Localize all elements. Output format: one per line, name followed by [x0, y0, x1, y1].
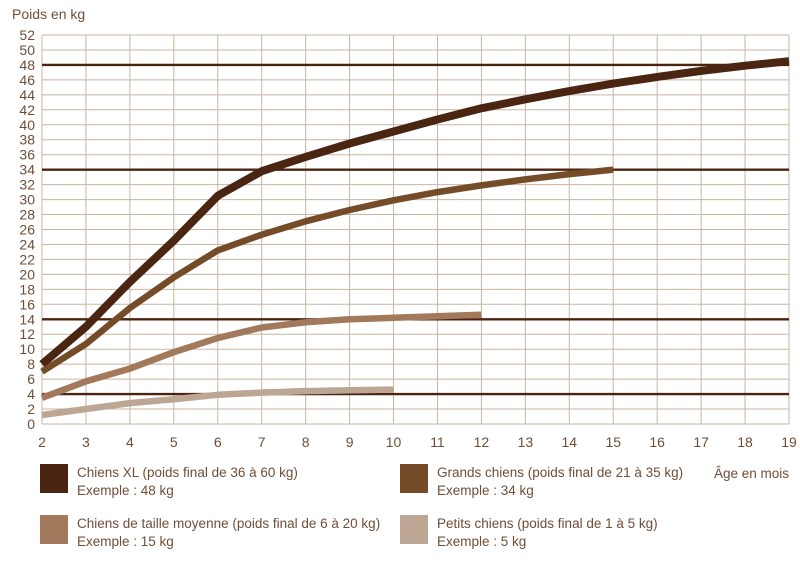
y-tick-label: 26: [19, 222, 35, 238]
y-axis-title: Poids en kg: [12, 6, 86, 22]
legend-example-chiens-moyens: Exemple : 15 kg: [77, 534, 174, 549]
growth-curve-chiens-xl: [39, 57, 790, 368]
legend-item-grands-chiens: Grands chiens (poids final de 21 à 35 kg…: [400, 464, 683, 500]
x-tick-label: 9: [346, 434, 354, 450]
x-tick-label: 12: [474, 434, 490, 450]
x-tick-label: 8: [302, 434, 310, 450]
y-tick-label: 40: [19, 117, 35, 133]
y-tick-label: 46: [19, 72, 35, 88]
legend-label-chiens-xl: Chiens XL (poids final de 36 à 60 kg): [77, 465, 298, 480]
y-tick-label: 16: [19, 296, 35, 312]
legend-label-chiens-moyens: Chiens de taille moyenne (poids final de…: [77, 516, 381, 531]
legend-swatch-grands-chiens: [400, 464, 428, 493]
growth-curve-petits-chiens: [41, 386, 394, 419]
y-tick-label: 14: [19, 311, 35, 327]
x-tick-label: 5: [170, 434, 178, 450]
x-tick-label: 10: [386, 434, 402, 450]
legend-item-chiens-moyens: Chiens de taille moyenne (poids final de…: [40, 515, 380, 551]
y-tick-label: 32: [19, 177, 35, 193]
y-tick-label: 10: [19, 341, 35, 357]
y-tick-label: 50: [19, 42, 35, 58]
legend-item-petits-chiens: Petits chiens (poids final de 1 à 5 kg) …: [400, 515, 658, 551]
y-tick-label: 52: [19, 27, 35, 43]
growth-curve-grands-chiens: [40, 166, 614, 375]
x-tick-label: 14: [562, 434, 578, 450]
legend-swatch-chiens-moyens: [40, 515, 68, 544]
x-tick-label: 19: [781, 434, 797, 450]
y-tick-label: 34: [19, 162, 35, 178]
x-tick-label: 13: [518, 434, 534, 450]
x-tick-label: 11: [430, 434, 445, 450]
y-tick-label: 6: [27, 371, 35, 387]
legend-example-petits-chiens: Exemple : 5 kg: [437, 534, 527, 549]
y-tick-label: 20: [19, 266, 35, 282]
x-tick-label: 4: [126, 434, 134, 450]
y-tick-label: 18: [19, 281, 35, 297]
x-tick-label: 2: [38, 434, 46, 450]
growth-chart-svg: 0246810121416182022242628303234363840424…: [19, 27, 797, 450]
x-tick-label: 7: [258, 434, 266, 450]
legend-swatch-chiens-xl: [40, 464, 68, 493]
y-tick-label: 36: [19, 147, 35, 163]
y-tick-label: 42: [19, 102, 35, 118]
y-tick-label: 30: [19, 192, 35, 208]
y-tick-label: 0: [27, 416, 35, 432]
x-tick-label: 15: [605, 434, 621, 450]
legend-item-chiens-xl: Chiens XL (poids final de 36 à 60 kg) Ex…: [40, 464, 298, 500]
legend-label-grands-chiens: Grands chiens (poids final de 21 à 35 kg…: [437, 465, 684, 480]
x-tick-label: 18: [737, 434, 753, 450]
x-tick-label: 3: [82, 434, 90, 450]
legend-swatch-petits-chiens: [400, 515, 428, 544]
x-tick-label: 17: [693, 434, 709, 450]
y-tick-label: 22: [19, 251, 35, 267]
y-tick-label: 48: [19, 57, 35, 73]
x-tick-label: 16: [649, 434, 665, 450]
y-tick-label: 38: [19, 132, 35, 148]
y-tick-label: 8: [27, 356, 35, 372]
y-tick-label: 4: [27, 386, 35, 402]
legend-example-grands-chiens: Exemple : 34 kg: [437, 483, 534, 498]
x-tick-label: 6: [214, 434, 222, 450]
y-tick-label: 2: [27, 401, 35, 417]
legend-label-petits-chiens: Petits chiens (poids final de 1 à 5 kg): [437, 516, 658, 531]
y-tick-label: 44: [19, 87, 35, 103]
x-axis-title: Âge en mois: [713, 466, 789, 481]
y-tick-label: 12: [19, 326, 35, 342]
y-tick-label: 28: [19, 207, 35, 223]
legend-example-chiens-xl: Exemple : 48 kg: [77, 483, 174, 498]
y-tick-label: 24: [19, 236, 35, 252]
growth-curve-chiens-de-taille-moyenne: [40, 311, 482, 401]
